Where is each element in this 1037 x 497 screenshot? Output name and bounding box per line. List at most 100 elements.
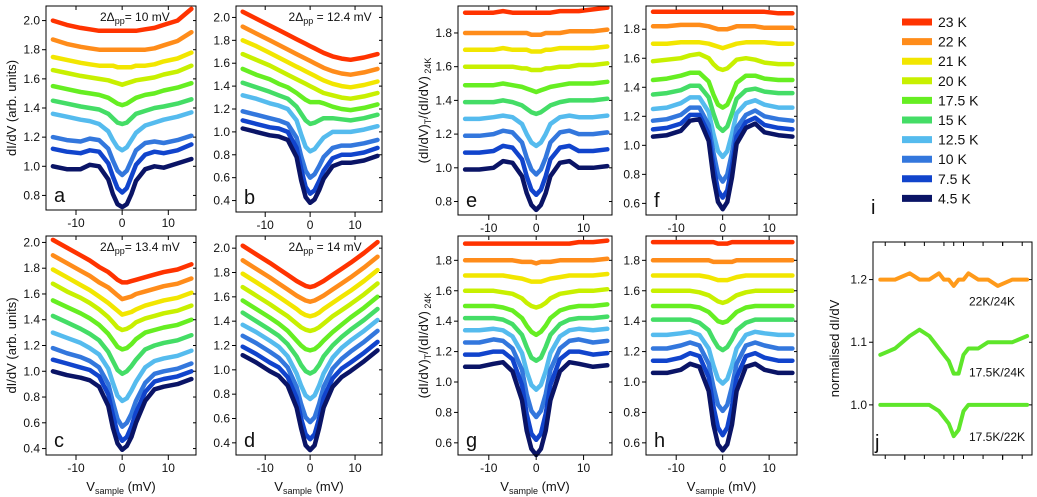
panel-label-c: c [54, 430, 64, 452]
y-tick-label: 1.0 [435, 375, 452, 389]
y-axis-label: (dI/dV)T/(dI/dV) 24K [416, 58, 433, 164]
y-tick-label: 1.4 [213, 314, 230, 328]
y-tick-label: 1.4 [23, 101, 40, 115]
ratio-annotation: 22K/24K [969, 295, 1015, 309]
panel-b: 0.4 0.6 0.8 1.0 1.2 1.4 1.6 1.8 2.0 -10 0 10 2Δpp = … [213, 6, 382, 232]
x-tick-label: 10 [162, 461, 176, 475]
y-tick-label: 1.0 [23, 159, 40, 173]
series-line-7.5-K [653, 353, 792, 435]
series-line-10-K [653, 108, 792, 182]
x-tick-label: -10 [480, 461, 498, 475]
series-line-23-K [653, 12, 792, 14]
series-line-17.5-K [465, 82, 607, 92]
series-line-22-K [53, 32, 192, 50]
plot-frame [46, 6, 196, 210]
y-tick-label: 0.4 [213, 194, 230, 208]
y-tick-label: 1.8 [623, 22, 640, 36]
ratio-annotation: 17.5K/22K [969, 430, 1025, 444]
y-tick-label: 1.4 [213, 79, 230, 93]
y-tick-label: 1.2 [435, 127, 452, 141]
x-tick-label: 0 [119, 461, 126, 475]
x-axis-label: Vsample (mV) [687, 479, 756, 496]
plot-frame [646, 6, 797, 215]
series-line-20-K [653, 291, 792, 303]
y-tick-label: 2.0 [23, 14, 40, 28]
series-line-7.5-K [243, 342, 378, 439]
x-tick-label: 0 [119, 216, 126, 230]
y-tick-label: 1.6 [435, 284, 452, 298]
series-group [653, 12, 792, 209]
legend-label: 22 K [938, 34, 967, 50]
x-axis-label: Vsample (mV) [274, 479, 343, 496]
x-tick-label: -10 [257, 218, 275, 232]
x-axis-label: Vsample (mV) [86, 479, 155, 496]
y-tick-label: 1.4 [623, 80, 640, 94]
panel-d: 0.40.60.81.01.21.41.61.82.0-10 0 10Vsample… [213, 236, 382, 496]
panel-i: 1.01.11.2normalised dI/dVij22K/24K17.5K/… [827, 197, 1032, 460]
x-tick-label: 0 [307, 461, 314, 475]
y-tick-label: 1.4 [435, 93, 452, 107]
series-line-21-K [243, 270, 378, 316]
panel-label-h: h [654, 430, 665, 452]
y-tick-label: 1.6 [213, 290, 230, 304]
y-tick-label: 1.2 [213, 339, 230, 353]
y-tick-label: 0.6 [213, 171, 230, 185]
y-tick-label: 1.4 [435, 314, 452, 328]
y-tick-label: 1.8 [435, 26, 452, 40]
y-tick-label: 1.2 [213, 102, 230, 116]
x-tick-label: 10 [577, 221, 591, 235]
y-tick-label: 1.4 [23, 313, 40, 327]
y-axis-label: dI/dV (arb. units) [4, 297, 19, 393]
y-tick-label: 0.8 [23, 188, 40, 202]
y-tick-label: 1.0 [213, 363, 230, 377]
legend-label: 12.5 K [938, 132, 979, 148]
y-tick-label: 1.8 [435, 253, 452, 267]
y-tick-label: 1.0 [850, 398, 867, 412]
y-tick-label: 0.6 [23, 416, 40, 430]
x-tick-label: 10 [348, 218, 362, 232]
series-line-23-K [653, 242, 792, 244]
y-tick-label: 1.2 [623, 345, 640, 359]
panel-label-e: e [466, 190, 477, 212]
y-tick-label: 1.2 [23, 130, 40, 144]
legend-label: 10 K [938, 151, 967, 167]
y-tick-label: 1.2 [435, 345, 452, 359]
x-tick-label: 10 [162, 216, 176, 230]
legend-label: 23 K [938, 14, 967, 30]
series-line-20-K [465, 63, 607, 70]
panel-f: 0.6 0.8 1.0 1.2 1.4 1.6 1.8 -10 0 10 f [623, 6, 797, 235]
series-line-15-K [465, 99, 607, 114]
x-tick-label: 0 [719, 221, 726, 235]
panel-label-g: g [466, 430, 477, 452]
legend-label: 17.5 K [938, 92, 979, 108]
y-tick-label: 1.0 [435, 161, 452, 175]
panel-label-j: j [874, 432, 879, 454]
series-line-21-K [53, 53, 192, 68]
y-tick-label: 1.6 [623, 284, 640, 298]
series-line-21-K [465, 274, 607, 282]
x-tick-label: 0 [719, 461, 726, 475]
series-line-22-K [465, 259, 607, 264]
x-tick-label: -10 [257, 461, 275, 475]
y-tick-label: 1.6 [23, 72, 40, 86]
y-tick-label: 0.6 [623, 436, 640, 450]
series-line-22-K [653, 25, 792, 29]
y-tick-label: 0.6 [623, 196, 640, 210]
series-line-22-K [243, 257, 378, 302]
series-group [465, 8, 607, 210]
x-tick-label: 0 [307, 218, 314, 232]
x-tick-label: -10 [668, 461, 686, 475]
legend-label: 21 K [938, 53, 967, 69]
panel-h: 0.60.81.01.21.41.61.8-10 0 10Vsample (mV)h [623, 236, 797, 496]
x-axis-label: Vsample (mV) [500, 479, 569, 496]
y-tick-label: 1.8 [23, 43, 40, 57]
y-tick-label: 0.8 [213, 148, 230, 162]
figure-canvas: 0.8 1.0 1.2 1.4 1.6 1.8 2.0 -10 0 10 dI/dV (arb. u… [0, 0, 1037, 497]
y-tick-label: 1.6 [213, 56, 230, 70]
panel-label-a: a [54, 185, 66, 207]
y-axis-label: normalised dI/dV [827, 299, 842, 397]
series-group [243, 242, 378, 450]
y-tick-label: 0.8 [435, 195, 452, 209]
temperature-legend: 23 K 22 K 21 K 20 K 17.5 K 15 K 12.5 K 10 K 7.5 … [902, 14, 979, 206]
series-line-23-K [465, 241, 607, 244]
